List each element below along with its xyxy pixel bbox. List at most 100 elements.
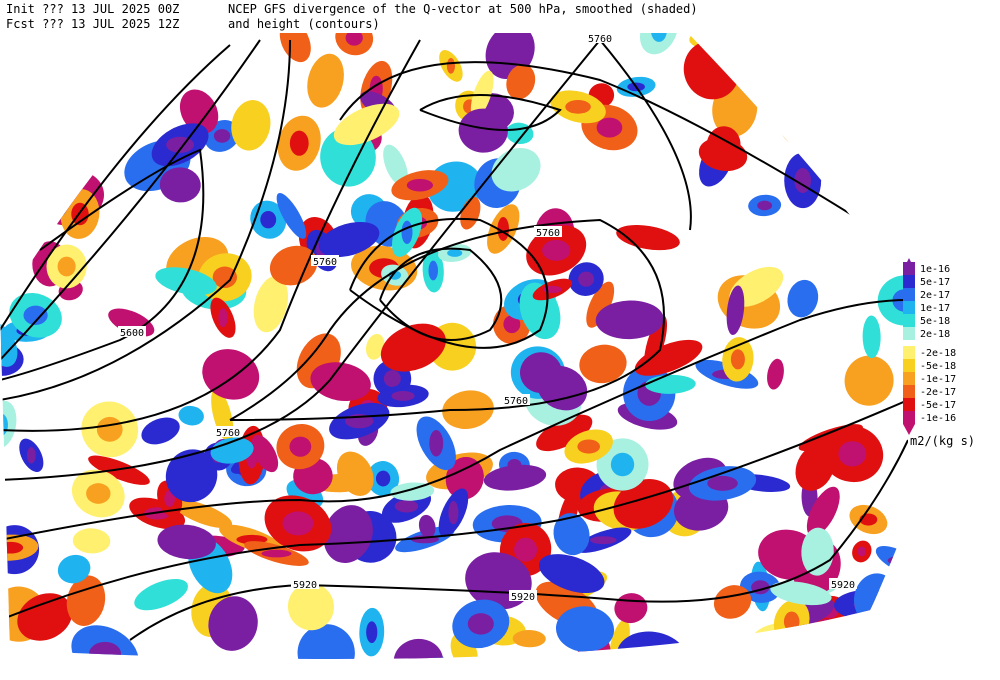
field-core — [89, 641, 122, 659]
field-blob — [613, 479, 674, 529]
field-blob — [173, 500, 233, 529]
field-blob — [37, 37, 63, 80]
field-blob — [269, 245, 318, 286]
contour-label: 5600 — [120, 328, 144, 339]
legend-swatch — [903, 288, 915, 301]
field-blob — [251, 434, 279, 473]
field-blob — [323, 505, 373, 564]
field-blob — [777, 93, 822, 147]
field-blob — [336, 451, 374, 496]
contour-label-bg — [214, 426, 242, 437]
field-core — [260, 210, 277, 229]
contour-label-bg — [311, 255, 339, 266]
field-core — [13, 215, 35, 227]
legend-label: -1e-16 — [920, 413, 956, 424]
contour-label: 5920 — [831, 580, 855, 591]
field-blob — [512, 630, 546, 648]
field-core — [542, 239, 571, 261]
legend-swatch — [903, 346, 915, 359]
field-core — [0, 42, 26, 70]
fcst-time: Fcst ??? 13 JUL 2025 12Z — [6, 17, 179, 31]
field-core — [596, 117, 623, 138]
field-core — [707, 475, 738, 491]
field-blob — [390, 482, 435, 501]
field-blob — [279, 33, 311, 63]
init-time: Init ??? 13 JUL 2025 00Z — [6, 2, 179, 16]
field-core — [610, 452, 635, 477]
field-core — [887, 555, 908, 566]
contour-label: 5760 — [588, 34, 612, 45]
field-core — [432, 658, 442, 659]
field-blob — [826, 33, 850, 48]
legend-label: -2e-18 — [920, 348, 956, 359]
field-core — [565, 99, 591, 114]
field-blob — [639, 33, 678, 55]
field-blob — [848, 140, 873, 166]
field-core — [26, 447, 36, 464]
field-blob — [23, 106, 44, 128]
field-blob — [770, 581, 832, 606]
field-blob — [631, 657, 704, 659]
field-core — [835, 658, 859, 659]
contour-label: 5760 — [313, 257, 337, 268]
legend-swatch — [903, 275, 915, 288]
field-core — [366, 621, 378, 644]
field-blob — [155, 267, 217, 296]
field-core — [708, 33, 742, 44]
field-blob — [537, 365, 588, 411]
contour-label: 5760 — [504, 396, 528, 407]
field-blob — [553, 513, 590, 556]
contour-label-bg — [291, 578, 319, 589]
contour-label: 5920 — [511, 592, 535, 603]
field-core — [326, 373, 355, 391]
field-blob — [875, 133, 908, 185]
field-blob — [799, 83, 826, 141]
field-core — [0, 160, 18, 181]
field-blob — [333, 103, 400, 146]
field-blob — [536, 414, 593, 452]
field-blob — [57, 554, 91, 584]
legend-swatch — [903, 327, 915, 340]
field-blob — [767, 358, 784, 390]
field-core — [838, 441, 867, 467]
field-blob — [762, 33, 809, 51]
field-core — [23, 305, 48, 326]
legend-label: 1e-17 — [920, 303, 950, 314]
field-core — [757, 74, 773, 95]
field-core — [212, 266, 237, 289]
legend-label: -5e-18 — [920, 361, 956, 372]
contour-label: 5760 — [536, 228, 560, 239]
field-core — [383, 370, 401, 388]
field-blob — [0, 90, 41, 134]
field-blob — [538, 554, 605, 594]
field-blob — [634, 339, 703, 376]
legend-swatch — [903, 301, 915, 314]
field-core — [590, 536, 617, 545]
subtitle: and height (contours) — [228, 17, 380, 31]
field-blob — [231, 100, 271, 151]
field-blob — [795, 444, 835, 491]
field-blob — [159, 167, 201, 203]
field-core — [783, 611, 800, 632]
legend-swatch — [903, 262, 915, 275]
field-blob — [393, 638, 444, 659]
field-core — [394, 500, 419, 513]
field-blob — [297, 624, 355, 659]
field-blob — [141, 417, 180, 445]
legend-swatch — [903, 359, 915, 372]
contour-label-bg — [118, 326, 146, 337]
legend-arrow — [903, 424, 915, 435]
field-blob — [595, 300, 664, 340]
field-core — [407, 650, 430, 659]
field-core — [22, 78, 32, 87]
field-blob — [787, 279, 819, 318]
field-blob — [165, 449, 218, 503]
field-core — [757, 200, 773, 211]
field-core — [36, 192, 57, 211]
field-core — [503, 315, 521, 334]
field-core — [731, 299, 740, 322]
field-blob — [3, 87, 67, 143]
field-core — [813, 631, 827, 656]
field-core — [213, 129, 231, 143]
legend-swatch — [903, 385, 915, 398]
